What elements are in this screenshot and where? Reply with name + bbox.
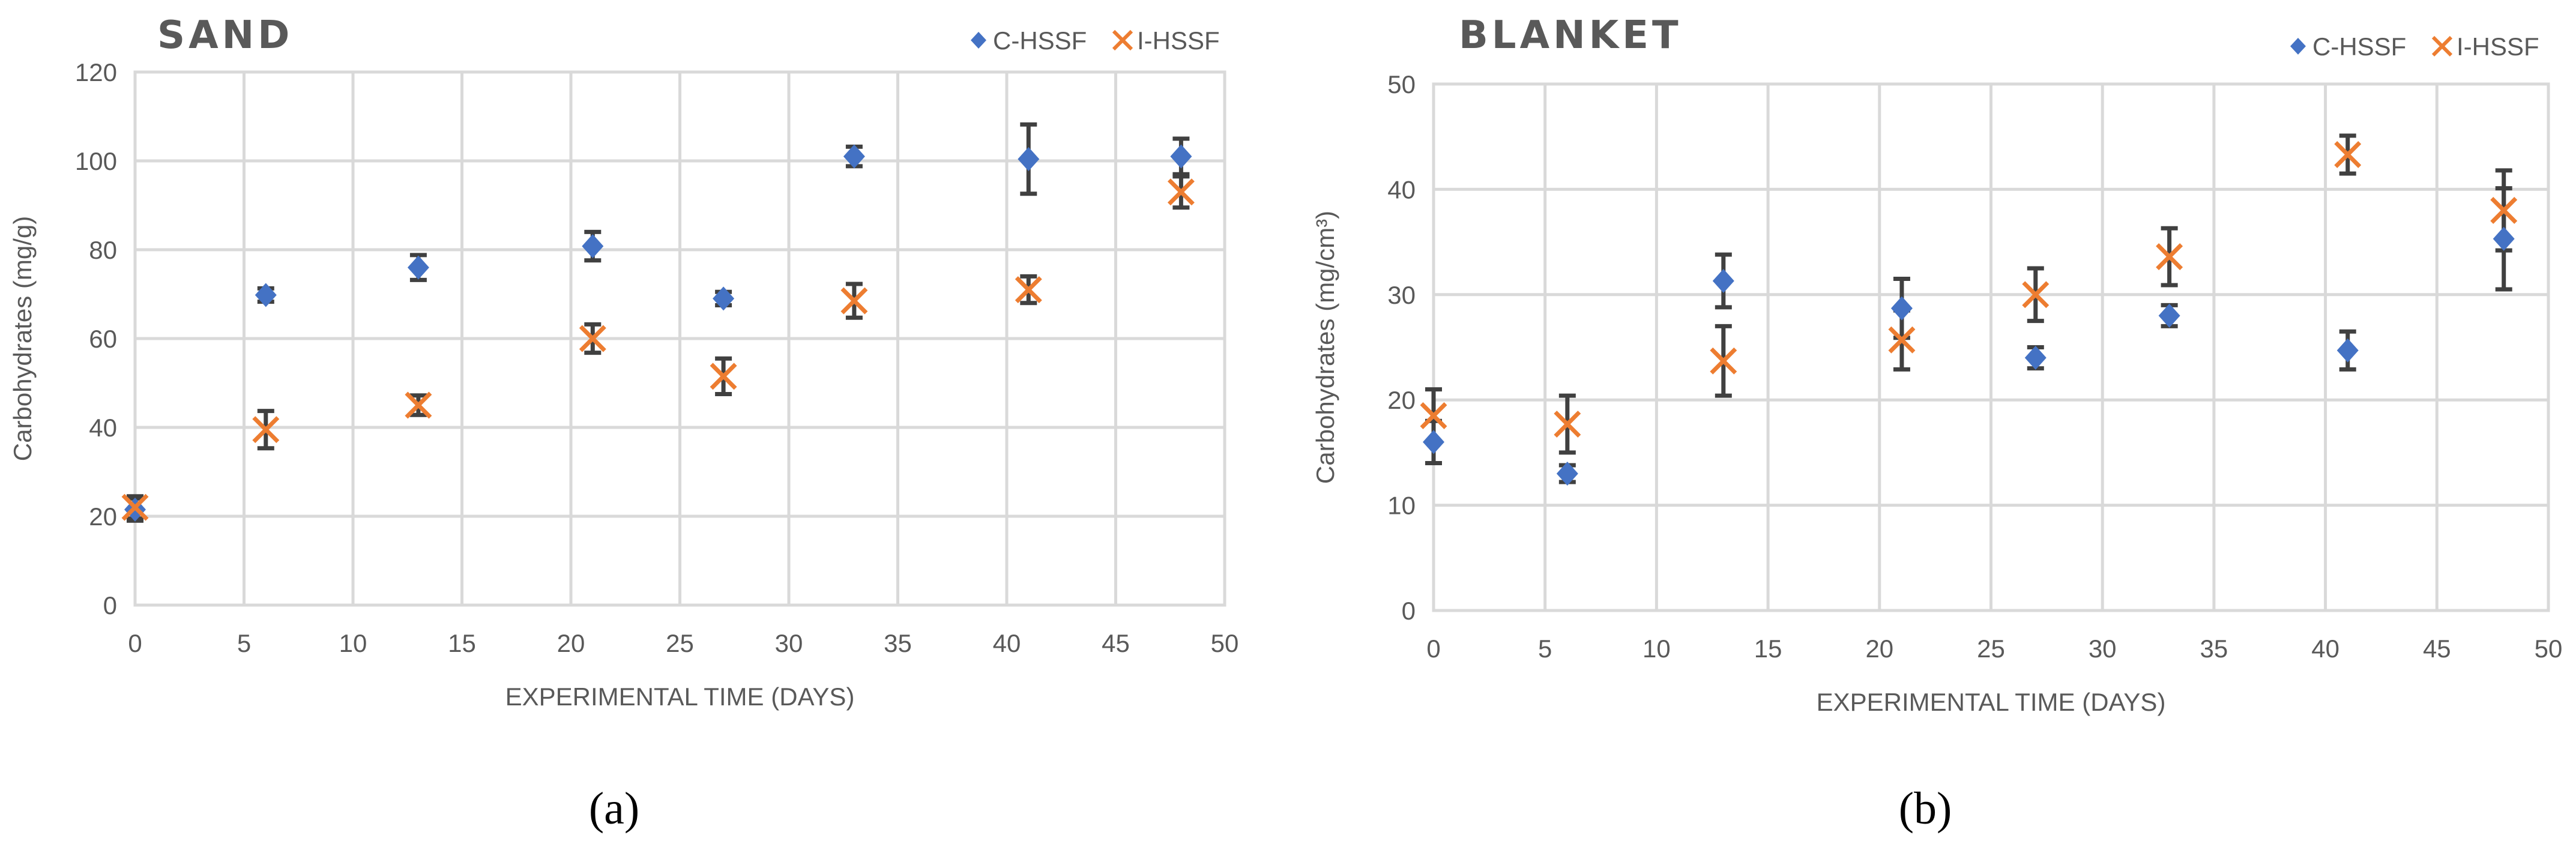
panel-label: (b) xyxy=(1899,783,1952,834)
x-tick-label: 40 xyxy=(2311,634,2339,663)
data-point-i-hssf xyxy=(2490,197,2518,224)
y-tick-label: 20 xyxy=(1387,386,1416,414)
y-tick-label: 40 xyxy=(89,414,117,442)
x-tick-label: 25 xyxy=(666,629,694,657)
data-point-c-hssf xyxy=(1018,147,1040,172)
data-point-i-hssf xyxy=(405,391,432,419)
x-tick-label: 45 xyxy=(2423,634,2451,663)
x-tick-label: 5 xyxy=(237,629,251,657)
data-point-c-hssf xyxy=(843,144,865,169)
legend-label: C-HSSF xyxy=(2312,32,2406,61)
x-tick-label: 10 xyxy=(1642,634,1671,663)
plot-frame xyxy=(133,70,1226,607)
x-tick-label: 35 xyxy=(884,629,912,657)
legend-label: I-HSSF xyxy=(1137,26,1220,55)
y-tick-label: 100 xyxy=(75,147,117,175)
data-point-i-hssf xyxy=(121,493,149,521)
x-tick-label: 20 xyxy=(1865,634,1893,663)
y-tick-label: 60 xyxy=(89,325,117,353)
y-tick-label: 40 xyxy=(1387,175,1416,203)
data-point-c-hssf xyxy=(1423,430,1444,454)
data-point-c-hssf xyxy=(2336,338,2359,363)
data-point-c-hssf xyxy=(713,286,735,311)
data-point-i-hssf xyxy=(1167,178,1195,206)
x-tick-label: 50 xyxy=(1211,629,1239,657)
legend-diamond-marker xyxy=(971,32,986,49)
x-tick-label: 0 xyxy=(128,629,142,657)
y-axis-title: Carbohydrates (mg/cm³) xyxy=(1311,211,1339,484)
x-tick-label: 50 xyxy=(2535,634,2563,663)
data-point-c-hssf xyxy=(255,283,277,307)
x-tick-label: 30 xyxy=(775,629,803,657)
data-point-i-hssf xyxy=(579,325,606,352)
y-tick-label: 0 xyxy=(103,591,117,619)
y-tick-label: 120 xyxy=(75,58,117,86)
legend: C-HSSF I-HSSF xyxy=(971,26,1220,55)
plot-frame xyxy=(1432,82,2550,612)
data-point-i-hssf xyxy=(1420,402,1447,429)
data-point-c-hssf xyxy=(1556,461,1578,486)
legend-x-marker xyxy=(1112,29,1133,51)
legend: C-HSSF I-HSSF xyxy=(2290,32,2539,61)
data-point-i-hssf xyxy=(840,287,868,315)
x-tick-label: 45 xyxy=(1102,629,1130,657)
x-tick-label: 20 xyxy=(557,629,585,657)
y-tick-label: 10 xyxy=(1387,492,1416,520)
x-tick-label: 40 xyxy=(993,629,1021,657)
legend-diamond-marker xyxy=(2290,38,2306,55)
x-tick-label: 5 xyxy=(1538,634,1552,663)
data-point-c-hssf xyxy=(407,255,429,280)
x-tick-label: 15 xyxy=(1754,634,1782,663)
x-tick-label: 35 xyxy=(2200,634,2228,663)
x-tick-label: 25 xyxy=(1977,634,2005,663)
data-point-i-hssf xyxy=(1554,411,1581,438)
data-point-c-hssf xyxy=(1890,296,1913,321)
y-tick-label: 80 xyxy=(89,236,117,264)
legend-label: I-HSSF xyxy=(2457,32,2539,61)
x-tick-label: 30 xyxy=(2089,634,2117,663)
data-point-c-hssf xyxy=(2158,303,2180,328)
data-point-i-hssf xyxy=(1015,276,1042,304)
legend-x-marker xyxy=(2431,35,2453,57)
panel-label: (a) xyxy=(589,783,639,834)
data-point-i-hssf xyxy=(2334,141,2362,168)
data-point-c-hssf xyxy=(582,234,604,259)
y-axis-title: Carbohydrates (mg/g) xyxy=(8,216,37,462)
chart-title: BLANKET xyxy=(1459,13,1682,58)
data-point-c-hssf xyxy=(1712,268,1734,293)
x-tick-label: 15 xyxy=(448,629,476,657)
y-tick-label: 30 xyxy=(1387,281,1416,309)
y-tick-label: 20 xyxy=(89,502,117,531)
chart-title: SAND xyxy=(157,13,293,58)
x-axis-title: EXPERIMENTAL TIME (DAYS) xyxy=(505,683,855,711)
data-point-i-hssf xyxy=(1710,347,1737,375)
chart-blanket: 0 10 20 30 40 50 0 5 10 15 20 25 30 35 40 45 50 EXPERIMEN… xyxy=(1311,13,2562,834)
data-point-i-hssf xyxy=(710,363,737,390)
data-point-c-hssf xyxy=(2493,226,2515,251)
data-point-c-hssf xyxy=(2024,346,2047,370)
x-tick-label: 10 xyxy=(339,629,367,657)
data-point-i-hssf xyxy=(2022,281,2050,309)
data-point-i-hssf xyxy=(252,416,280,444)
chart-sand: 0 20 40 60 80 100 120 0 5 10 15 20 25 30 35 40 45 50 EXPER… xyxy=(8,13,1238,834)
y-tick-label: 50 xyxy=(1387,70,1416,98)
legend-label: C-HSSF xyxy=(993,26,1087,55)
data-point-i-hssf xyxy=(2156,243,2183,271)
x-axis-title: EXPERIMENTAL TIME (DAYS) xyxy=(1817,688,2166,716)
data-point-i-hssf xyxy=(1888,326,1916,354)
x-tick-label: 0 xyxy=(1426,634,1440,663)
y-tick-label: 0 xyxy=(1402,597,1416,625)
data-point-c-hssf xyxy=(1170,144,1192,169)
